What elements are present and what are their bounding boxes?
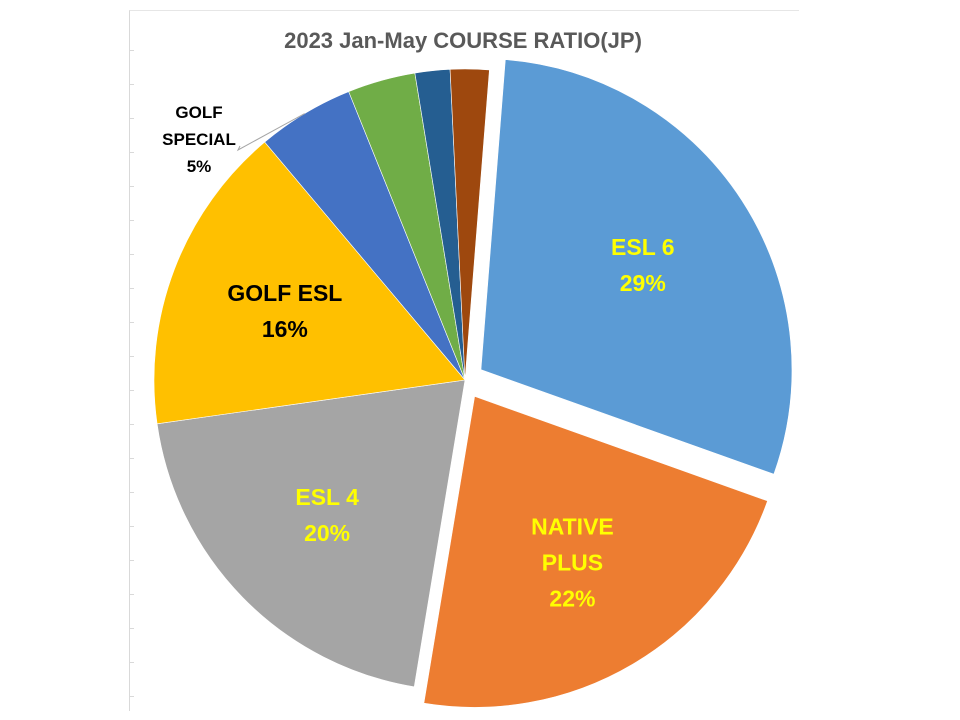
axis-tick bbox=[129, 288, 134, 289]
slice-label: 16% bbox=[262, 316, 308, 342]
pie-slice bbox=[480, 59, 793, 475]
axis-tick bbox=[129, 662, 134, 663]
axis-tick bbox=[129, 458, 134, 459]
slice-label: 5% bbox=[187, 157, 212, 176]
axis-tick bbox=[129, 322, 134, 323]
axis-tick bbox=[129, 594, 134, 595]
slice-label: 22% bbox=[549, 586, 595, 612]
pie-slice bbox=[156, 379, 466, 688]
axis-tick bbox=[129, 220, 134, 221]
axis-tick bbox=[129, 492, 134, 493]
slice-label: GOLF ESL bbox=[227, 280, 342, 306]
slice-label: 20% bbox=[304, 520, 350, 546]
axis-tick bbox=[129, 254, 134, 255]
axis-tick bbox=[129, 390, 134, 391]
axis-tick bbox=[129, 628, 134, 629]
axis-tick bbox=[129, 696, 134, 697]
axis-tick bbox=[129, 84, 134, 85]
slice-label: PLUS bbox=[542, 550, 603, 576]
leader-line bbox=[236, 113, 305, 152]
chart-area bbox=[129, 10, 799, 711]
axis-ticks bbox=[129, 10, 135, 710]
slice-label: ESL 4 bbox=[295, 484, 359, 510]
axis-tick bbox=[129, 424, 134, 425]
slice-label: 29% bbox=[620, 270, 666, 296]
slice-label: GOLF bbox=[175, 103, 222, 122]
axis-tick bbox=[129, 186, 134, 187]
pie-slice bbox=[153, 141, 466, 425]
chart-title: 2023 Jan-May COURSE RATIO(JP) bbox=[284, 28, 642, 53]
axis-tick bbox=[129, 560, 134, 561]
pie-slice bbox=[423, 395, 768, 708]
slice-label: SPECIAL bbox=[162, 130, 236, 149]
slice-label: NATIVE bbox=[531, 514, 614, 540]
axis-tick bbox=[129, 356, 134, 357]
slice-label: ESL 6 bbox=[611, 234, 675, 260]
axis-tick bbox=[129, 526, 134, 527]
axis-tick bbox=[129, 50, 134, 51]
axis-tick bbox=[129, 118, 134, 119]
pie-slice bbox=[449, 68, 490, 381]
axis-tick bbox=[129, 152, 134, 153]
